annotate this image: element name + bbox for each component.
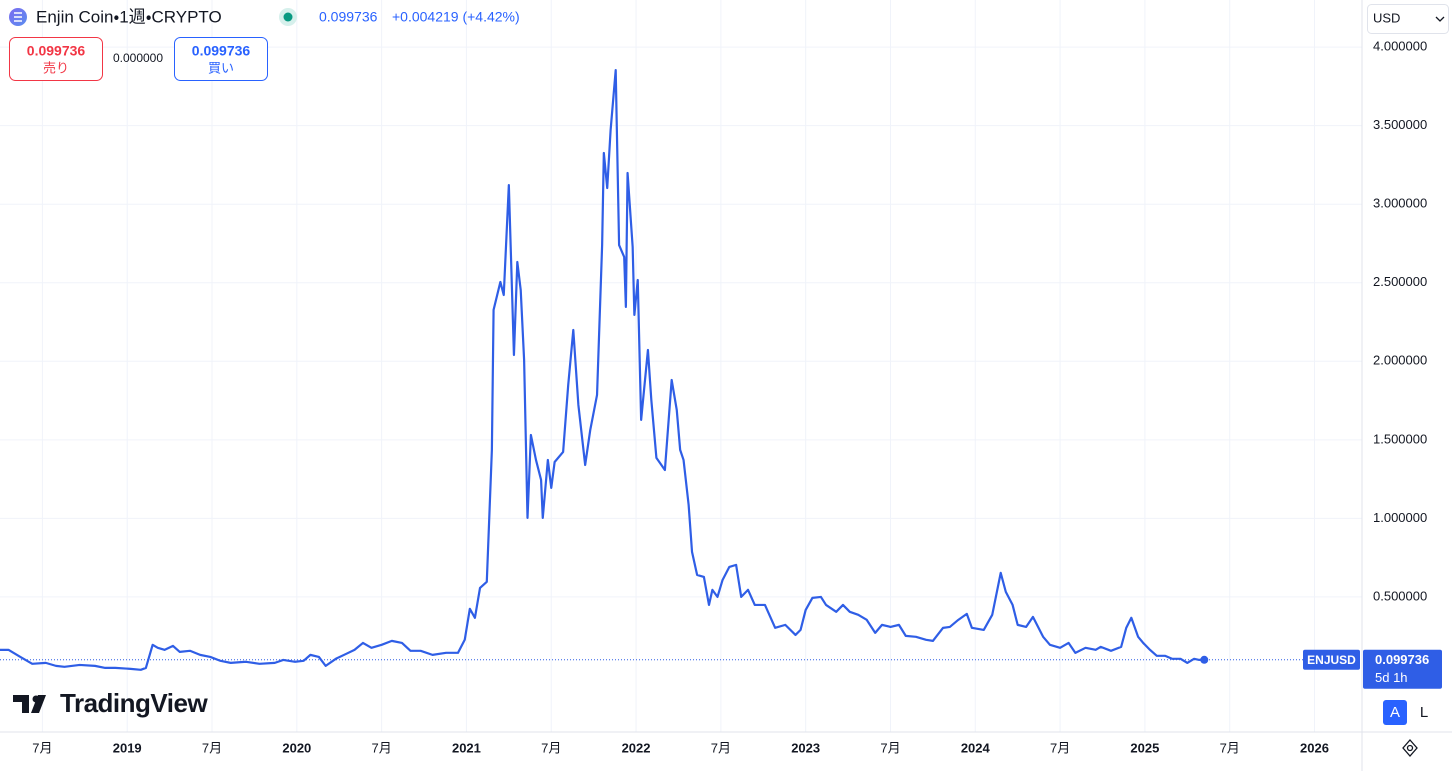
- sell-price: 0.099736: [27, 43, 86, 59]
- symbol-title[interactable]: Enjin Coin・1週・CRYPTO: [36, 7, 222, 26]
- x-tick-label: 7月: [541, 740, 561, 755]
- price-tag: ENJUSD 0.099736 5d 1h: [1303, 649, 1442, 689]
- y-tick-label: 3.500000: [1373, 117, 1427, 132]
- x-tick-label: 7月: [372, 740, 392, 755]
- x-tick-label: 2020: [282, 740, 311, 755]
- y-tick-label: 0.500000: [1373, 588, 1427, 603]
- spread: 0.000000: [113, 51, 163, 65]
- x-tick-label: 2026: [1300, 740, 1329, 755]
- y-tick-label: 4.000000: [1373, 39, 1427, 54]
- y-tick-label: 1.500000: [1373, 431, 1427, 446]
- last-price: 0.099736: [319, 9, 378, 25]
- x-tick-label: 7月: [1050, 740, 1070, 755]
- settings-icon[interactable]: [1402, 739, 1418, 757]
- x-tick-label: 7月: [32, 740, 52, 755]
- price-line: [0, 68, 1205, 671]
- x-tick-label: 7月: [711, 740, 731, 755]
- status-dot: [283, 12, 293, 22]
- symbol-tag-label: ENJUSD: [1307, 653, 1356, 667]
- price-tag-value: 0.099736: [1375, 652, 1429, 667]
- logo-mark: [13, 695, 46, 713]
- x-tick-label: 2019: [113, 740, 142, 755]
- currency-label: USD: [1373, 10, 1400, 25]
- settings-icon-center: [1406, 744, 1414, 752]
- x-tick-label: 2024: [961, 740, 991, 755]
- y-tick-label: 1.000000: [1373, 510, 1427, 525]
- price-tag: [1363, 649, 1442, 689]
- axes: 7月 2019 7月 2020 7月 2021 7月 2022 7月 2023 7月 2024 7月 20…: [32, 39, 1427, 756]
- x-tick-label: 2025: [1130, 740, 1159, 755]
- auto-scale-label: A: [1390, 704, 1400, 721]
- x-tick-label: 7月: [880, 740, 900, 755]
- price-tag-countdown: 5d 1h: [1375, 670, 1408, 685]
- x-tick-label: 7月: [1220, 740, 1240, 755]
- auto-scale-button[interactable]: [1383, 700, 1407, 725]
- logo-text: TradingView: [60, 688, 208, 718]
- x-tick-label: 2021: [452, 740, 481, 755]
- symbol-tag: [1303, 649, 1360, 670]
- log-scale-label[interactable]: L: [1420, 704, 1428, 721]
- logo-dot: [32, 695, 40, 703]
- x-tick-label: 2022: [622, 740, 651, 755]
- buy-price: 0.099736: [192, 43, 251, 59]
- buy-label: 買い: [208, 60, 234, 75]
- currency-dropdown[interactable]: [1367, 4, 1449, 34]
- x-tick-label: 7月: [202, 740, 222, 755]
- sell-button[interactable]: [9, 37, 103, 81]
- last-point: [1200, 655, 1209, 664]
- dropdown-chevron: [1435, 16, 1445, 22]
- coin-icon-glyph: [14, 12, 22, 22]
- plot: [0, 68, 1362, 671]
- y-tick-label: 2.500000: [1373, 274, 1427, 289]
- sell-label: 売り: [43, 60, 69, 75]
- y-tick-label: 2.000000: [1373, 353, 1427, 368]
- buy-button[interactable]: [174, 37, 268, 81]
- grid: [0, 0, 1362, 732]
- y-tick-label: 3.000000: [1373, 196, 1427, 211]
- price-change: +0.004219 (+4.42%): [392, 9, 520, 25]
- x-tick-label: 2023: [791, 740, 820, 755]
